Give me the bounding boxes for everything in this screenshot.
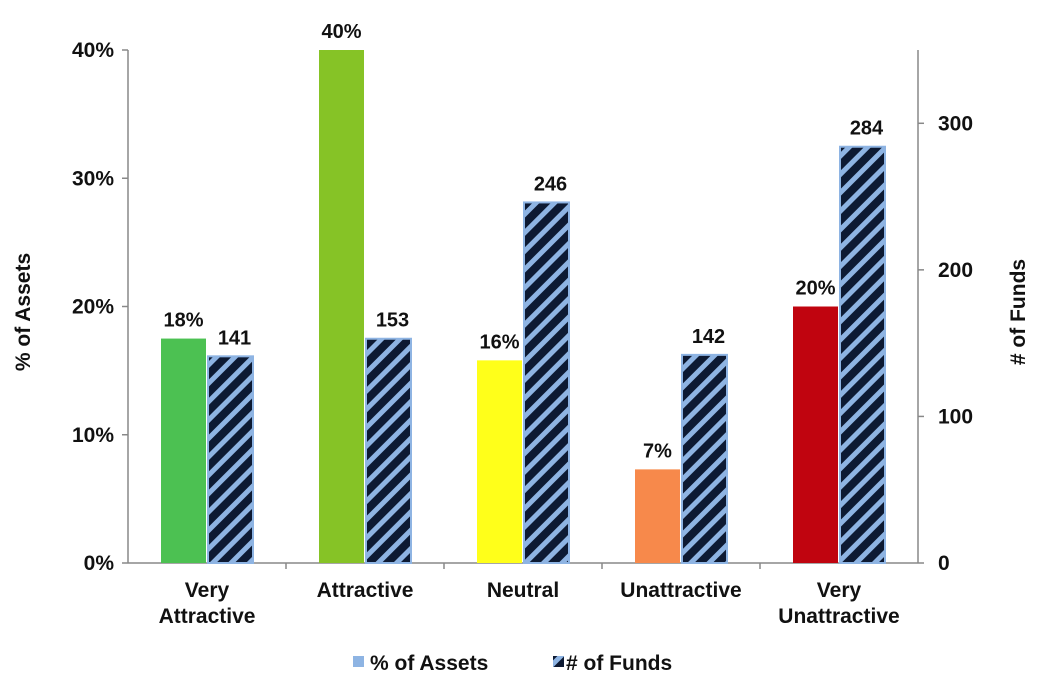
data-label-funds: 246 xyxy=(534,173,567,195)
legend-label-funds: # of Funds xyxy=(566,652,672,675)
data-label-assets: 40% xyxy=(321,21,361,43)
left-tick-label: 30% xyxy=(72,167,114,190)
category-label: Attractive xyxy=(317,579,414,602)
data-label-funds: 141 xyxy=(218,327,251,349)
right-tick-label: 100 xyxy=(938,405,973,428)
category-labels: Very Attractive Attractive Neutral Unattract… xyxy=(159,563,900,628)
legend: % of Assets # of Funds xyxy=(353,652,672,675)
left-tick-label: 20% xyxy=(72,296,114,319)
bar-assets xyxy=(793,306,838,563)
right-axis-title: # of Funds xyxy=(1007,259,1030,365)
category-label: Neutral xyxy=(487,579,559,602)
data-label-assets: 16% xyxy=(479,331,519,353)
category-label: Unattractive xyxy=(620,579,741,602)
category-label: Very Unattractive xyxy=(778,579,899,628)
data-label-funds: 284 xyxy=(850,118,884,140)
data-label-assets: 18% xyxy=(163,310,203,332)
bar-assets xyxy=(635,469,680,563)
right-tick-label: 300 xyxy=(938,112,973,135)
left-axis-title: % of Assets xyxy=(12,253,35,371)
legend-label-assets: % of Assets xyxy=(370,652,488,675)
left-tick-label: 0% xyxy=(84,552,115,575)
category-label: Very Attractive xyxy=(159,579,256,628)
bar-funds xyxy=(207,355,254,564)
legend-swatch-funds xyxy=(553,656,564,667)
bars xyxy=(161,50,886,565)
bar-assets xyxy=(319,50,364,563)
bar-funds xyxy=(681,353,728,564)
right-tick-label: 200 xyxy=(938,259,973,282)
bar-assets xyxy=(161,338,206,563)
data-label-funds: 153 xyxy=(376,310,409,332)
left-axis-ticks: 0% 10% 20% 30% 40% xyxy=(72,39,128,575)
bar-funds xyxy=(523,201,570,564)
right-tick-label: 0 xyxy=(938,552,950,575)
data-label-funds: 142 xyxy=(692,326,725,348)
data-labels: 18% 141 40% 153 16% 246 7% 142 20% 284 xyxy=(163,21,884,462)
data-label-assets: 7% xyxy=(643,440,672,462)
data-label-assets: 20% xyxy=(795,278,835,300)
bar-funds xyxy=(365,337,412,565)
bar-funds xyxy=(839,145,886,564)
left-tick-label: 10% xyxy=(72,424,114,447)
legend-swatch-assets xyxy=(353,656,364,667)
bar-assets xyxy=(477,360,522,563)
left-tick-label: 40% xyxy=(72,39,114,62)
right-axis-ticks: 0 100 200 300 xyxy=(918,112,973,575)
